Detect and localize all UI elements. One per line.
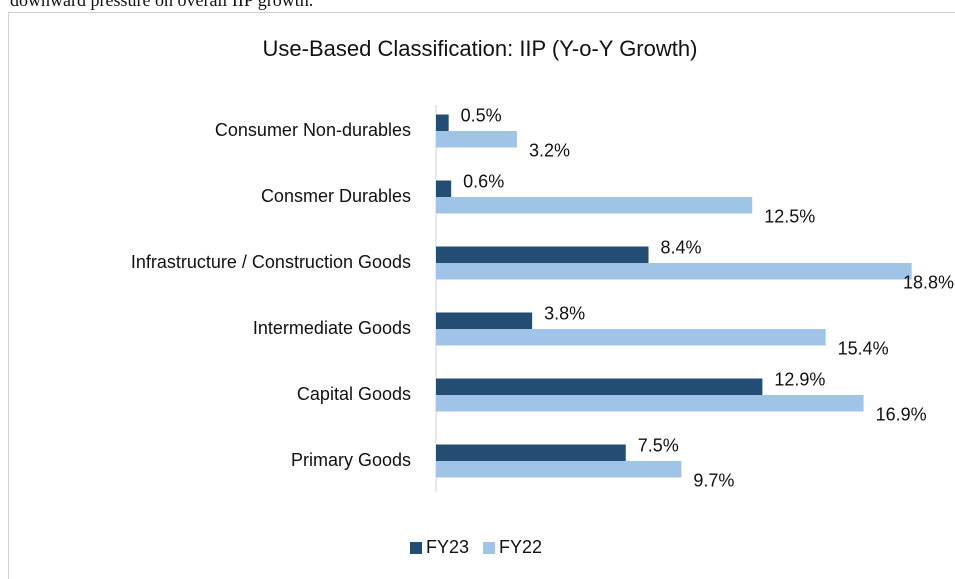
bar: [436, 114, 449, 131]
data-label: 9.7%: [693, 470, 734, 490]
bar: [436, 263, 912, 280]
y-tick-label: Consumer Non-durables: [215, 120, 411, 140]
bar: [436, 329, 826, 346]
legend-label: FY22: [499, 537, 542, 557]
data-label: 16.9%: [876, 404, 927, 424]
bar: [436, 180, 452, 197]
y-tick-label: Intermediate Goods: [253, 318, 411, 338]
bar: [436, 378, 763, 395]
legend-swatch: [483, 542, 496, 554]
data-label: 8.4%: [661, 237, 702, 257]
y-tick-label: Capital Goods: [297, 384, 411, 404]
data-label: 0.5%: [461, 105, 502, 125]
bar: [436, 395, 864, 412]
bar: [436, 197, 753, 214]
data-label: 12.5%: [764, 206, 815, 226]
chart-title: Use-Based Classification: IIP (Y-o-Y Gro…: [263, 36, 698, 61]
data-label: 15.4%: [838, 338, 889, 358]
data-label: 3.8%: [544, 303, 585, 323]
y-tick-label: Infrastructure / Construction Goods: [131, 252, 411, 272]
legend-label: FY23: [426, 537, 469, 557]
bar: [436, 246, 649, 263]
data-label: 7.5%: [638, 435, 679, 455]
bar: [436, 131, 517, 148]
data-label: 0.6%: [463, 171, 504, 191]
y-tick-label: Consmer Durables: [261, 186, 411, 206]
chart-frame: [8, 12, 955, 579]
bar: [436, 444, 626, 461]
bar: [436, 312, 533, 329]
bar: [436, 461, 682, 478]
data-label: 18.8%: [903, 272, 954, 292]
data-label: 12.9%: [774, 369, 825, 389]
y-tick-label: Primary Goods: [291, 450, 411, 470]
legend-swatch: [410, 542, 422, 554]
data-label: 3.2%: [529, 140, 570, 160]
header-text: downward pressure on overall IIP growth.: [10, 0, 313, 10]
